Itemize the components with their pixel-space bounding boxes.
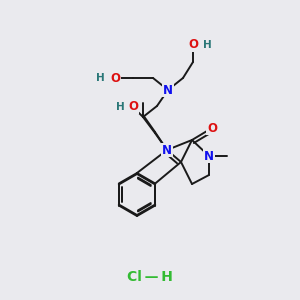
- Text: methyl: methyl: [229, 155, 234, 156]
- Text: H: H: [202, 40, 211, 50]
- Text: N: N: [163, 83, 173, 97]
- Text: N: N: [162, 143, 172, 157]
- Text: O: O: [188, 38, 198, 52]
- Text: O: O: [110, 71, 120, 85]
- Text: N: N: [204, 149, 214, 163]
- Text: O: O: [128, 100, 138, 113]
- Text: Cl — H: Cl — H: [127, 270, 173, 284]
- Text: O: O: [207, 122, 217, 134]
- Text: H: H: [116, 102, 124, 112]
- Text: H: H: [96, 73, 104, 83]
